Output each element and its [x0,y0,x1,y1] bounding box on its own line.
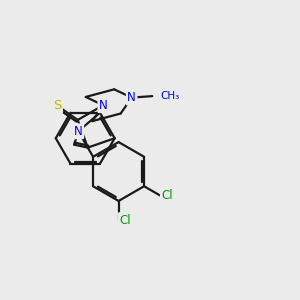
Text: N: N [99,99,108,112]
Text: S: S [53,99,61,112]
Text: Cl: Cl [161,189,173,202]
Text: Cl: Cl [119,214,131,226]
Text: CH₃: CH₃ [160,91,180,101]
Text: N: N [127,91,136,104]
Text: N: N [74,125,83,138]
